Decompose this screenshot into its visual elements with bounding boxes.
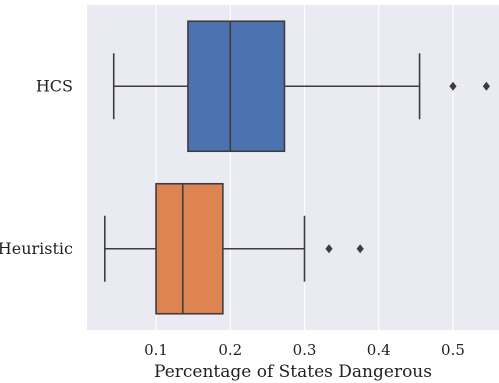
box-group-heuristic — [104, 182, 364, 315]
x-tick-label-4: 0.5 — [441, 341, 465, 359]
x-tick-label-2: 0.3 — [293, 341, 317, 359]
category-label-heuristic: Heuristic — [0, 239, 73, 258]
outlier-point-1 — [356, 244, 364, 254]
plot-background — [87, 5, 499, 330]
x-tick-label-1: 0.2 — [218, 341, 242, 359]
x-axis-label: Percentage of States Dangerous — [154, 362, 432, 382]
x-tick-label-3: 0.4 — [367, 341, 391, 359]
x-tick-labels: 0.1 0.2 0.3 0.4 0.5 — [144, 341, 465, 359]
box-group-hcs — [112, 20, 490, 153]
box-layer — [104, 20, 490, 315]
outlier-point-0 — [325, 244, 333, 254]
y-category-labels: HCS Heuristic — [0, 76, 73, 258]
outlier-point-1 — [482, 81, 490, 91]
outlier-point-0 — [449, 81, 457, 91]
iqr-box — [187, 20, 286, 153]
iqr-box — [155, 182, 224, 315]
category-label-hcs: HCS — [36, 76, 73, 95]
x-tick-label-0: 0.1 — [144, 341, 168, 359]
